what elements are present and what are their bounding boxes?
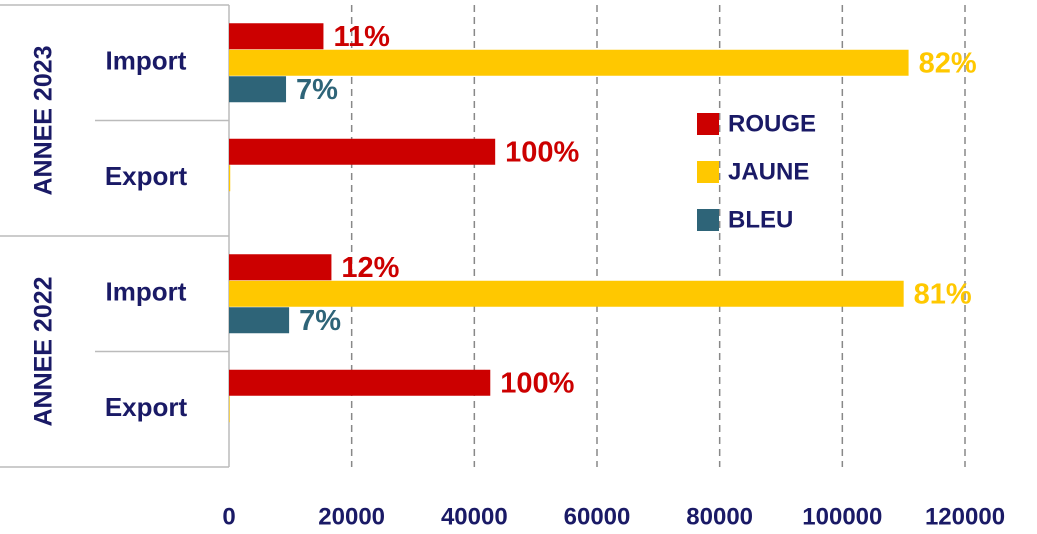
bar xyxy=(229,23,324,50)
legend-swatch xyxy=(697,113,719,135)
data-label: 11% xyxy=(333,21,390,53)
legend-label: ROUGE xyxy=(728,110,816,137)
legend-swatch xyxy=(697,161,719,183)
x-tick-label: 60000 xyxy=(564,503,631,530)
legend-label: BLEU xyxy=(728,206,793,233)
category-label: Import xyxy=(106,277,187,307)
data-label: 7% xyxy=(296,74,338,106)
category-label: Export xyxy=(105,161,188,191)
bar xyxy=(229,396,230,423)
data-label: 12% xyxy=(341,252,399,284)
legend-swatch xyxy=(697,209,719,231)
x-tick-label: 0 xyxy=(222,503,235,530)
category-label: Import xyxy=(106,46,187,76)
group-label: ANNEE 2022 xyxy=(30,276,58,426)
x-tick-label: 20000 xyxy=(318,503,385,530)
data-label: 100% xyxy=(505,136,579,168)
bar xyxy=(229,369,491,396)
legend-label: JAUNE xyxy=(728,158,809,185)
x-tick-label: 120000 xyxy=(925,503,1005,530)
x-tick-label: 100000 xyxy=(802,503,882,530)
category-label: Export xyxy=(105,392,188,422)
bar xyxy=(229,49,909,76)
bar xyxy=(229,76,287,103)
bar xyxy=(229,254,332,281)
data-label: 82% xyxy=(919,47,977,79)
x-tick-label: 40000 xyxy=(441,503,508,530)
bar xyxy=(229,138,496,165)
data-label: 7% xyxy=(299,305,341,337)
bar xyxy=(229,307,290,334)
data-label: 100% xyxy=(500,367,574,399)
group-label: ANNEE 2023 xyxy=(30,45,58,195)
data-label: 81% xyxy=(914,278,972,310)
bar xyxy=(229,165,231,192)
bar xyxy=(229,280,904,307)
x-tick-label: 80000 xyxy=(686,503,753,530)
